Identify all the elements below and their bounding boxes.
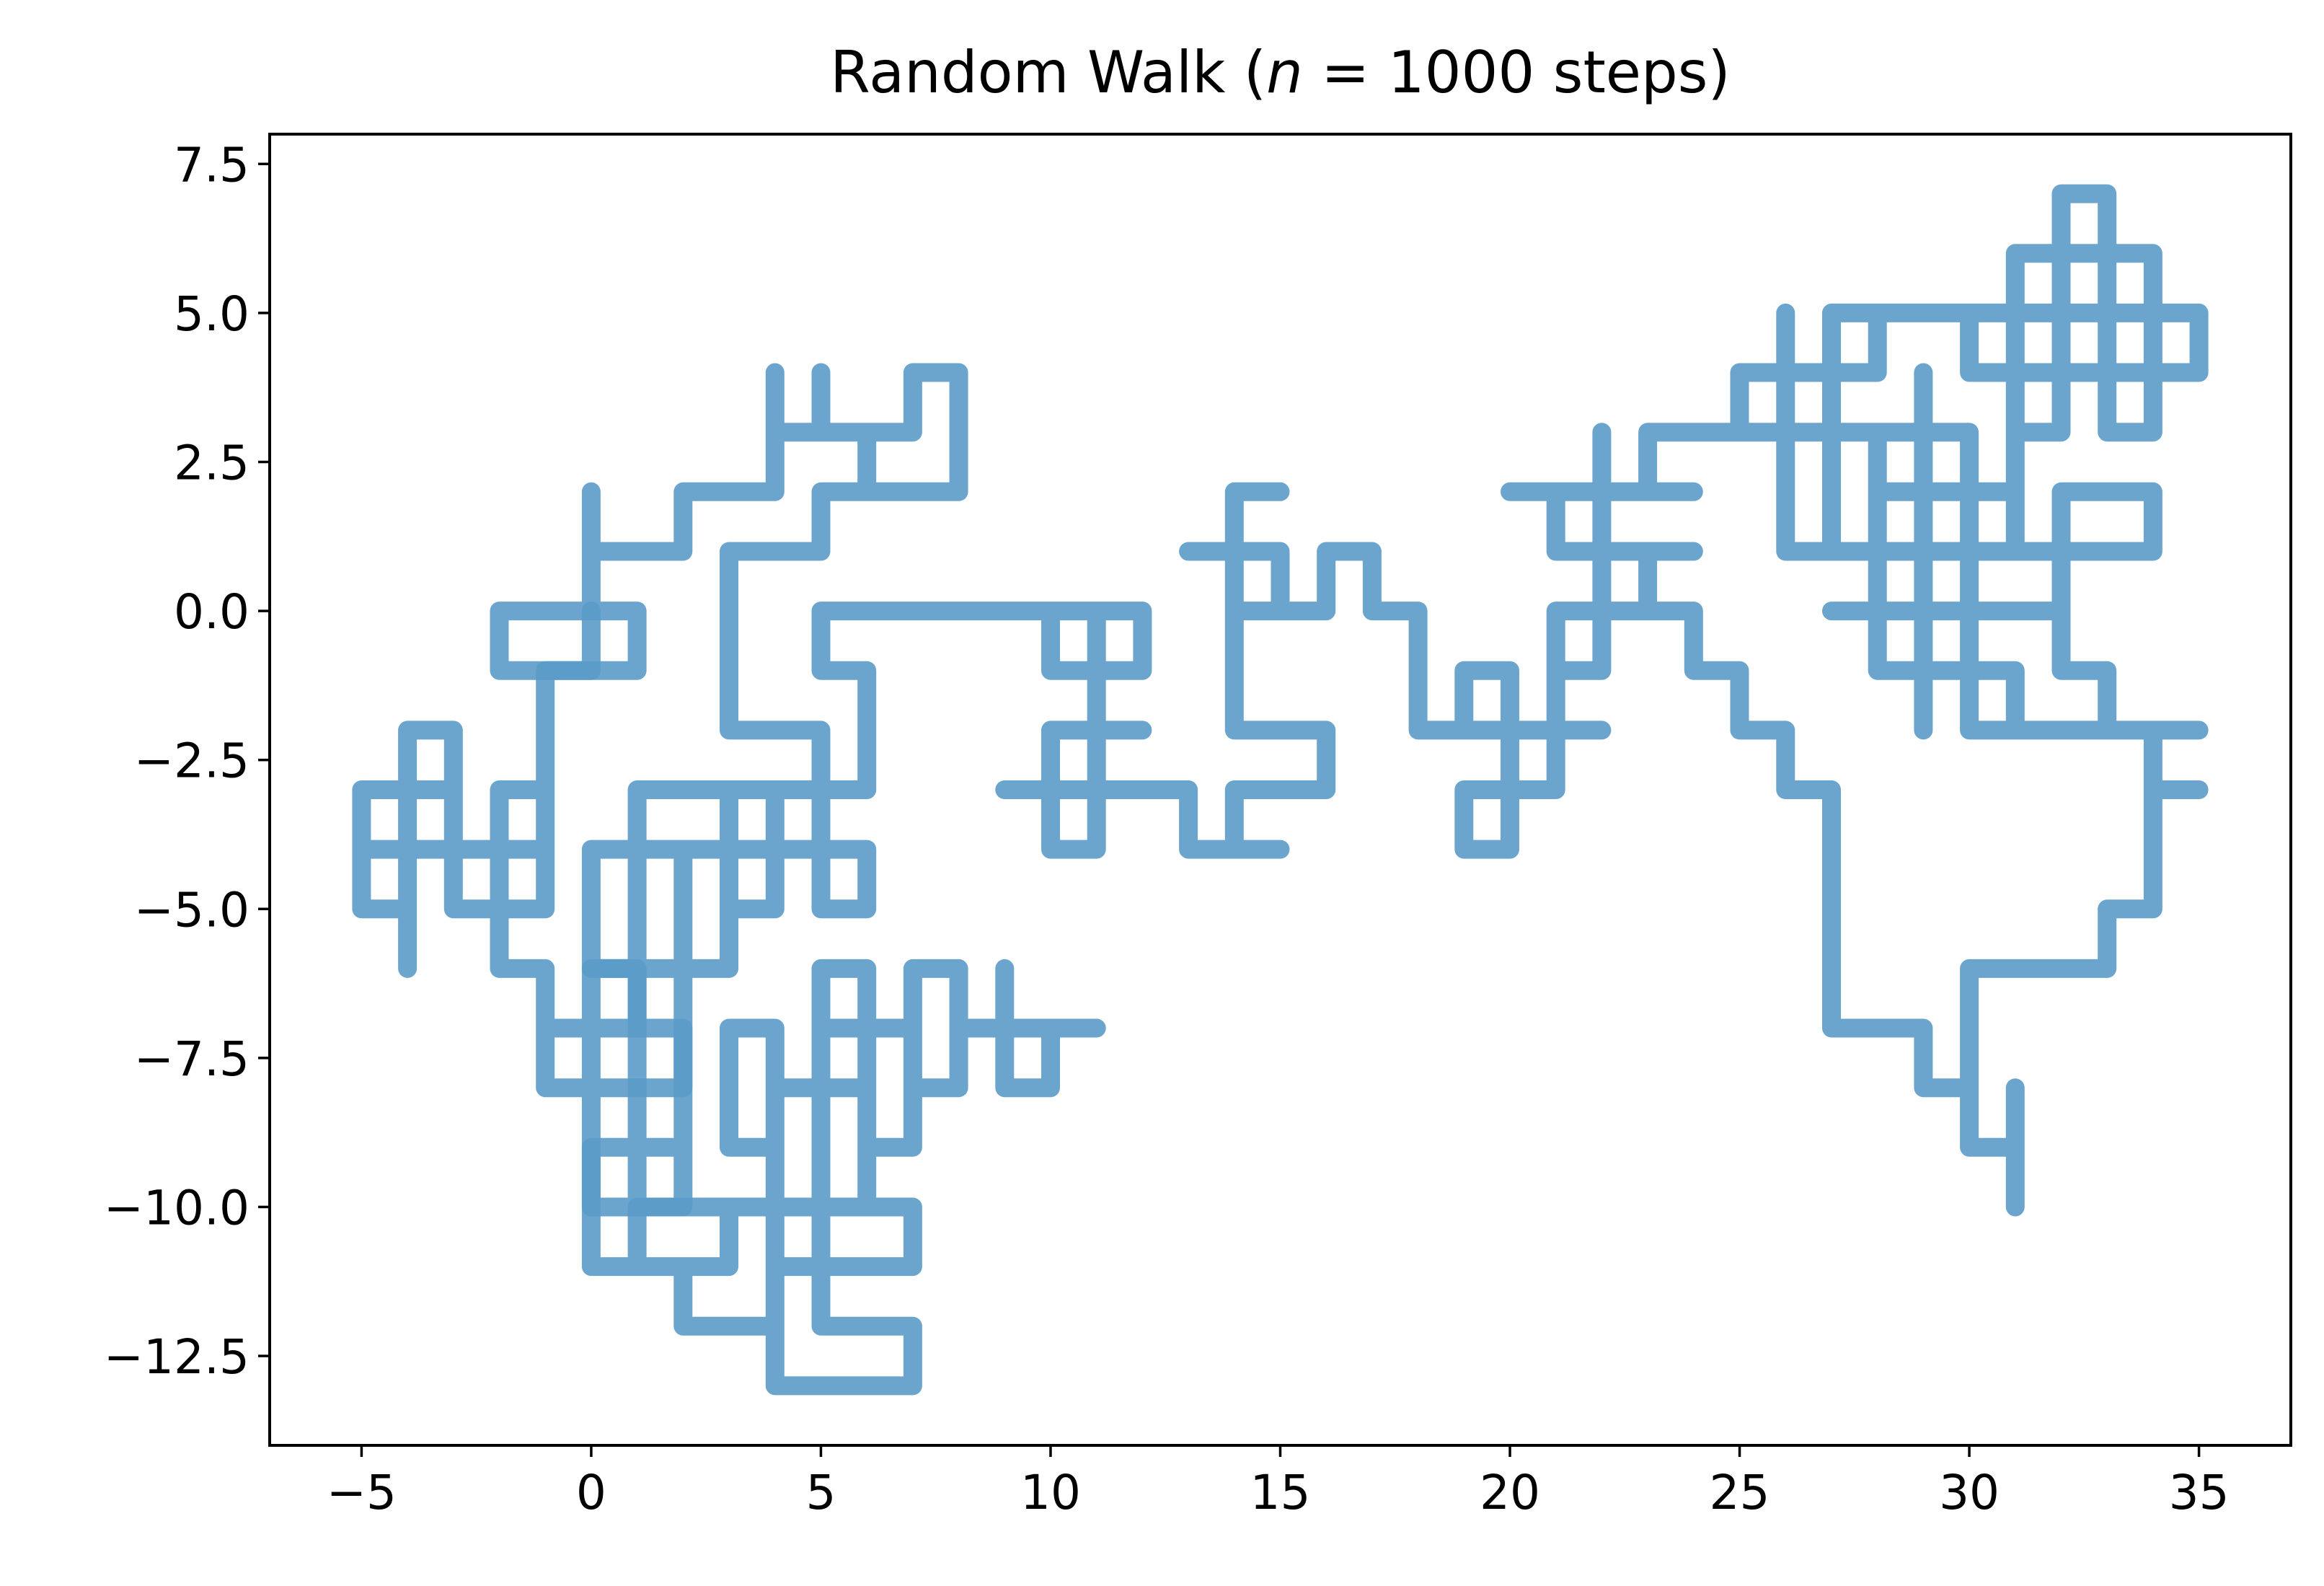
walk-path-segment-1 [490, 184, 2209, 1217]
y-tick-label: −5.0 [134, 882, 249, 938]
y-tick-label: −7.5 [134, 1031, 249, 1087]
chart-title-variable: n [1266, 39, 1303, 106]
chart-title-rest: = 1000 steps) [1303, 39, 1731, 106]
x-tick-label: 0 [576, 1465, 606, 1520]
y-tick-label: −10.0 [104, 1180, 249, 1235]
x-axis: −5 0 5 10 15 20 25 30 35 [327, 1445, 2230, 1520]
x-tick-label: 15 [1250, 1465, 1311, 1520]
chart-title: Random Walk (n = 1000 steps) [830, 39, 1730, 106]
plot-area [352, 184, 2209, 1396]
series-layer [352, 184, 2209, 1396]
y-tick-label: 5.0 [174, 286, 249, 342]
x-tick-label: 25 [1710, 1465, 1770, 1520]
x-tick-label: 20 [1480, 1465, 1540, 1520]
y-tick-label: 7.5 [174, 137, 249, 193]
x-tick-label: −5 [327, 1465, 397, 1520]
x-tick-label: 5 [805, 1465, 836, 1520]
y-tick-label: −2.5 [134, 733, 249, 789]
y-tick-label: 0.0 [174, 584, 249, 640]
y-tick-label: 2.5 [174, 436, 249, 491]
x-tick-label: 30 [1939, 1465, 2000, 1520]
y-tick-label: −12.5 [104, 1329, 249, 1385]
x-tick-label: 35 [2169, 1465, 2230, 1520]
y-axis: 7.5 5.0 2.5 0.0 −2.5 −5.0 −7.5 −10.0 −12.5 [104, 137, 270, 1385]
x-tick-label: 10 [1020, 1465, 1081, 1520]
chart-title-prefix: Random Walk ( [830, 39, 1266, 106]
walk-path-segment-2 [352, 602, 1106, 1396]
